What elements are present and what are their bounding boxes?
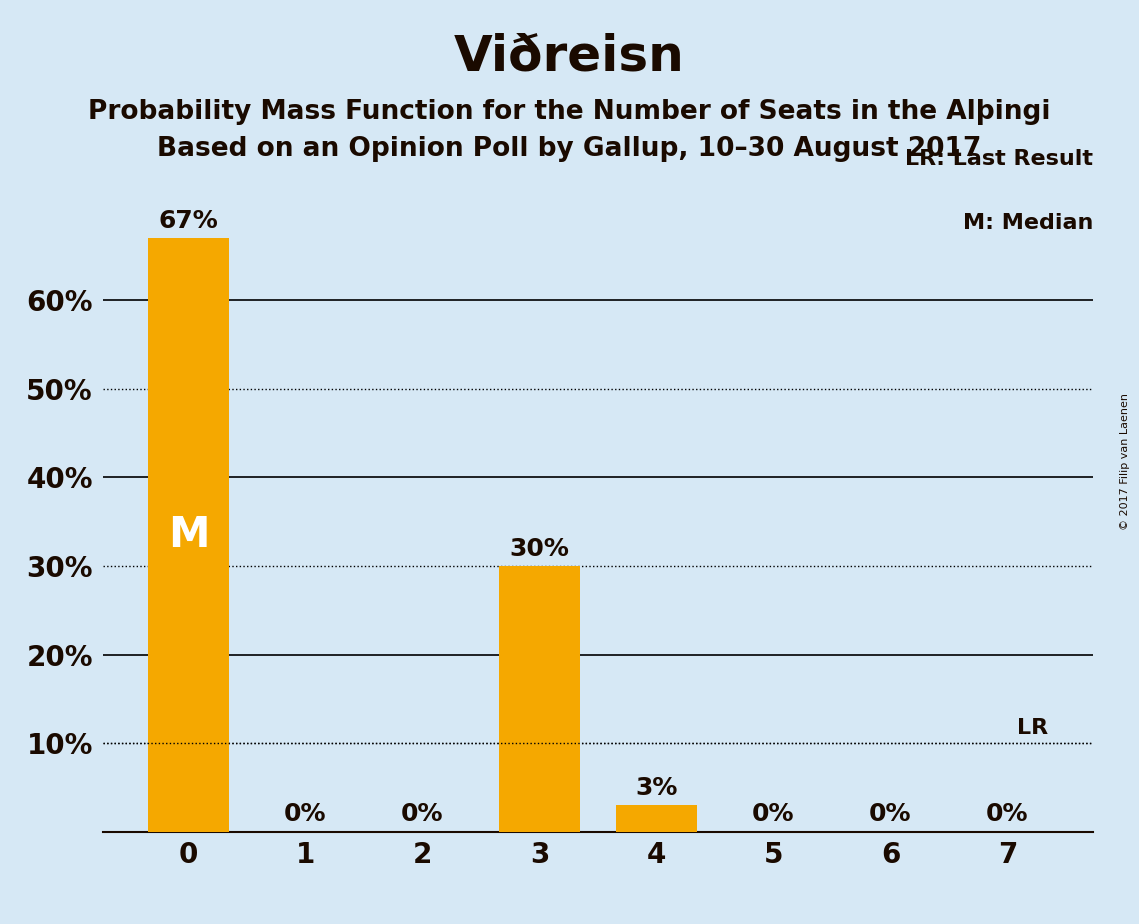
Text: © 2017 Filip van Laenen: © 2017 Filip van Laenen <box>1121 394 1130 530</box>
Text: 0%: 0% <box>752 802 795 826</box>
Text: 0%: 0% <box>869 802 911 826</box>
Text: Probability Mass Function for the Number of Seats in the Alþingi: Probability Mass Function for the Number… <box>88 99 1051 125</box>
Text: LR: Last Result: LR: Last Result <box>906 150 1093 169</box>
Bar <box>499 565 581 832</box>
Text: 0%: 0% <box>285 802 327 826</box>
Text: 30%: 30% <box>509 537 570 561</box>
Text: 3%: 3% <box>636 776 678 800</box>
Text: M: M <box>167 514 210 556</box>
Text: Based on an Opinion Poll by Gallup, 10–30 August 2017: Based on an Opinion Poll by Gallup, 10–3… <box>157 136 982 162</box>
Text: 0%: 0% <box>401 802 444 826</box>
Bar <box>615 805 697 832</box>
Text: Viðreisn: Viðreisn <box>454 32 685 80</box>
Text: 67%: 67% <box>158 209 219 233</box>
Text: 0%: 0% <box>986 802 1029 826</box>
Text: M: Median: M: Median <box>964 213 1093 233</box>
Text: LR: LR <box>1017 718 1048 737</box>
Bar <box>148 238 229 832</box>
